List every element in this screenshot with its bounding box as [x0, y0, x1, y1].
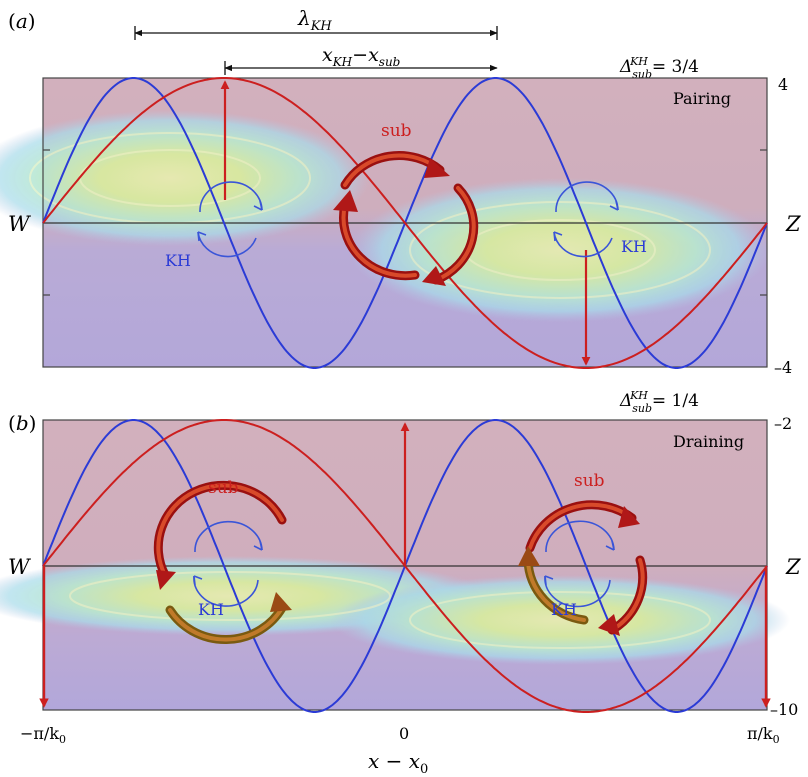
panel-a-kh-label-left: KH [165, 251, 191, 270]
panel-b-left-letter: W [8, 555, 32, 579]
panel-b-sub-circulation-right [518, 500, 648, 636]
panel-b-sub-circulation-left [153, 480, 292, 645]
panel-b-vortex-field [0, 556, 790, 665]
panel-b-label: (b) [8, 411, 36, 435]
panel-a-left-letter: W [8, 212, 32, 236]
panel-b-kh-circulation-left [193, 520, 263, 607]
panel-b-sub-label-right: sub [574, 471, 605, 491]
panel-a-kh-label-right: KH [621, 237, 647, 256]
x-tick-zero: 0 [399, 724, 409, 743]
panel-a-delta: ΔsubKH = 3/4 [619, 55, 699, 81]
panel-b-delta: ΔsubKH = 1/4 [619, 389, 699, 415]
panel-a-label: (a) [8, 9, 36, 33]
panel-a-y-bottom: –4 [774, 358, 792, 377]
x-axis: −π/k0 0 π/k0 x − x0 [20, 724, 780, 777]
panel-b: (b) ΔsubKH = 1/4 [0, 389, 801, 719]
panel-b-sub-label-left: sub [208, 478, 239, 498]
panel-a-sub-label: sub [381, 121, 412, 141]
offset-label: xKH−xsub [322, 44, 400, 69]
x-axis-label: x − x0 [368, 749, 428, 777]
x-tick-left: −π/k0 [20, 724, 66, 746]
panel-b-kh-label-left: KH [198, 600, 224, 619]
panel-a-sub-wave [42, 77, 768, 369]
lambda-kh-label: λKH [297, 6, 332, 34]
panel-a-regime: Pairing [673, 89, 731, 108]
panel-a-kh-circulation-left [197, 181, 263, 258]
panel-b-y-top: –2 [774, 414, 792, 433]
panel-a-y-top: 4 [778, 75, 788, 94]
panel-b-right-letter: Z [785, 555, 801, 579]
panel-b-kh-label-right: KH [551, 600, 577, 619]
panel-a: (a) λKH xKH−xsub ΔsubKH = 3/4 [0, 6, 801, 377]
panel-b-y-bottom: –10 [770, 700, 798, 719]
panel-a-kh-circulation-right [553, 181, 619, 258]
panel-a-right-letter: Z [785, 212, 801, 236]
panel-b-kh-circulation-right [544, 520, 615, 608]
panel-a-sub-circulation [333, 151, 479, 286]
x-tick-right: π/k0 [747, 724, 780, 746]
panel-b-regime: Draining [673, 432, 744, 451]
panel-a-ticks [43, 149, 767, 296]
